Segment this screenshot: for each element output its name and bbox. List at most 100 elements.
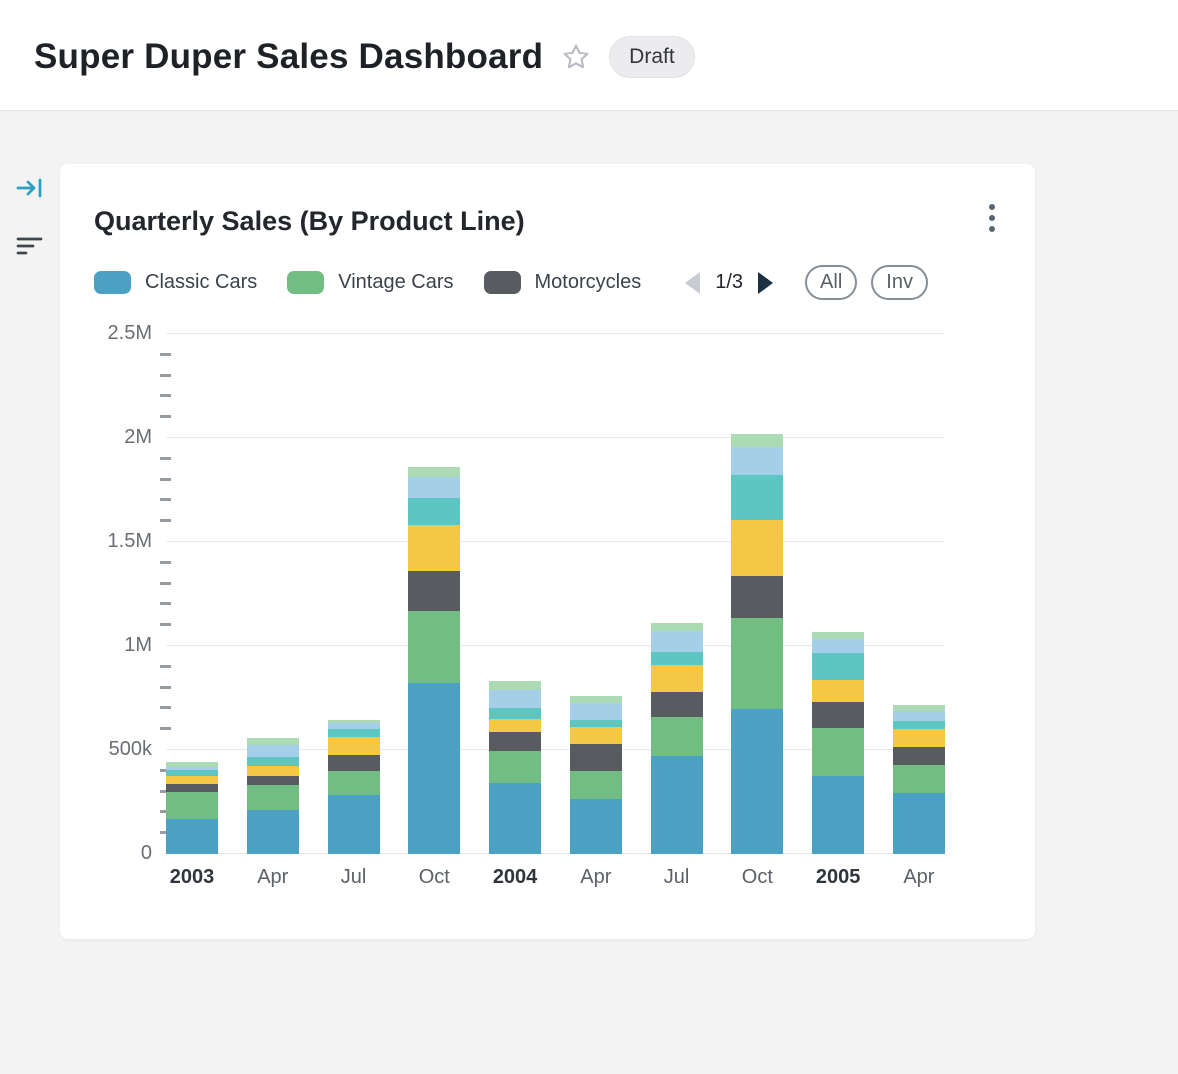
bar-segment[interactable] (408, 525, 461, 572)
inv-button[interactable]: Inv (871, 265, 928, 300)
y-axis-tick-label: 1.5M (107, 530, 152, 552)
bar-segment[interactable] (408, 476, 461, 499)
bar-segment[interactable] (650, 623, 703, 632)
bar-segment[interactable] (650, 631, 703, 653)
bar-segment[interactable] (569, 770, 622, 799)
y-axis-minor-tick (160, 623, 171, 627)
bar-segment[interactable] (246, 744, 299, 758)
gridline (166, 333, 945, 334)
bar-segment[interactable] (812, 702, 865, 729)
bar-segment[interactable] (731, 433, 784, 448)
bar-segment[interactable] (731, 709, 784, 854)
y-axis-tick-label: 2.5M (107, 322, 152, 344)
bar-segment[interactable] (812, 776, 865, 854)
bar-segment[interactable] (327, 723, 380, 730)
bar-segment[interactable] (327, 729, 380, 737)
bar-segment[interactable] (408, 498, 461, 526)
bar-segment[interactable] (489, 732, 542, 752)
plot-area: 0 500k 1M 1.5M 2M 2.5M (108, 322, 945, 864)
kebab-menu-icon[interactable] (983, 200, 1001, 236)
bar-segment[interactable] (246, 785, 299, 811)
bars-layer (166, 334, 945, 854)
bar-segment[interactable] (327, 794, 380, 854)
bar-segment[interactable] (650, 664, 703, 692)
bar-segment[interactable] (812, 631, 865, 639)
bar-segment[interactable] (489, 689, 542, 709)
bar-segment[interactable] (166, 766, 218, 770)
bar-segment[interactable] (246, 757, 299, 766)
bar-segment[interactable] (246, 737, 299, 745)
bar-segment[interactable] (650, 716, 703, 757)
pager-next-icon[interactable] (758, 271, 774, 294)
legend-row: Classic Cars Vintage Cars Motorcycles 1/3 … (94, 265, 1001, 300)
legend-item[interactable]: Classic Cars (94, 271, 257, 294)
bar-segment[interactable] (892, 746, 945, 765)
bar-segment[interactable] (569, 743, 622, 771)
bar-segment[interactable] (892, 792, 945, 854)
bar-segment[interactable] (489, 751, 542, 784)
legend-item[interactable]: Motorcycles (483, 271, 641, 294)
all-button[interactable]: All (805, 265, 858, 300)
bar-segment[interactable] (731, 576, 784, 618)
bar-segment[interactable] (327, 770, 380, 795)
bar-segment[interactable] (489, 783, 542, 854)
bar-segment[interactable] (408, 467, 461, 477)
bar-segment[interactable] (650, 691, 703, 717)
bar-segment[interactable] (892, 729, 945, 747)
bar-segment[interactable] (408, 683, 461, 854)
y-axis-minor-tick (160, 352, 171, 356)
bar-segment[interactable] (489, 708, 542, 719)
bar-segment[interactable] (166, 769, 218, 777)
legend-item[interactable]: Vintage Cars (287, 271, 454, 294)
favorite-star-icon[interactable] (561, 42, 591, 72)
y-axis-minor-tick (160, 560, 171, 564)
bar-segment[interactable] (408, 610, 461, 684)
y-axis-minor-tick (160, 727, 171, 731)
y-axis-minor-tick (160, 831, 171, 835)
bar-segment[interactable] (731, 520, 784, 577)
bar-segment[interactable] (892, 764, 945, 793)
bar-segment[interactable] (327, 755, 380, 771)
bar-segment[interactable] (650, 756, 703, 854)
bar-segment[interactable] (569, 703, 622, 720)
bar-segment[interactable] (812, 728, 865, 776)
bar-segment[interactable] (327, 719, 380, 724)
bar-segment[interactable] (246, 810, 299, 854)
bar-segment[interactable] (812, 680, 865, 703)
bar-segment[interactable] (166, 776, 218, 785)
bar-segment[interactable] (166, 761, 218, 767)
bar-segment[interactable] (489, 718, 542, 733)
bar-segment[interactable] (246, 776, 299, 786)
bar-segment[interactable] (246, 765, 299, 777)
filter-icon[interactable] (16, 234, 44, 258)
bar-segment[interactable] (731, 617, 784, 710)
bar-segment[interactable] (892, 705, 945, 711)
pager-prev-icon[interactable] (685, 271, 701, 294)
x-axis-tick-label: Apr (257, 866, 289, 888)
bar-segment[interactable] (892, 710, 945, 721)
bar-segment[interactable] (812, 653, 865, 681)
bar-segment[interactable] (892, 720, 945, 730)
bar-segment[interactable] (569, 798, 622, 854)
bar-segment[interactable] (812, 638, 865, 654)
x-axis-tick-label: Jul (663, 866, 690, 888)
bar-group (569, 696, 622, 854)
bar-segment[interactable] (327, 736, 380, 756)
bar-segment[interactable] (489, 681, 542, 690)
title-row: Super Duper Sales Dashboard Draft (34, 36, 1144, 78)
collapse-panel-icon[interactable] (16, 176, 44, 200)
gridline (166, 541, 945, 542)
stacked-bar-chart: 0 500k 1M 1.5M 2M 2.5M 2003 Apr Jul Oct 2004 Apr Ju… (94, 322, 1001, 889)
bar-segment[interactable] (731, 447, 784, 476)
legend-swatch (483, 271, 521, 294)
bar-segment[interactable] (408, 571, 461, 611)
bar-segment[interactable] (166, 784, 218, 792)
bar-segment[interactable] (166, 818, 218, 854)
bar-segment[interactable] (569, 696, 622, 704)
pager-page-indicator: 1/3 (715, 271, 744, 293)
bar-segment[interactable] (731, 475, 784, 521)
bar-segment[interactable] (569, 719, 622, 728)
bar-segment[interactable] (650, 652, 703, 665)
bar-segment[interactable] (166, 791, 218, 819)
bar-segment[interactable] (569, 727, 622, 744)
